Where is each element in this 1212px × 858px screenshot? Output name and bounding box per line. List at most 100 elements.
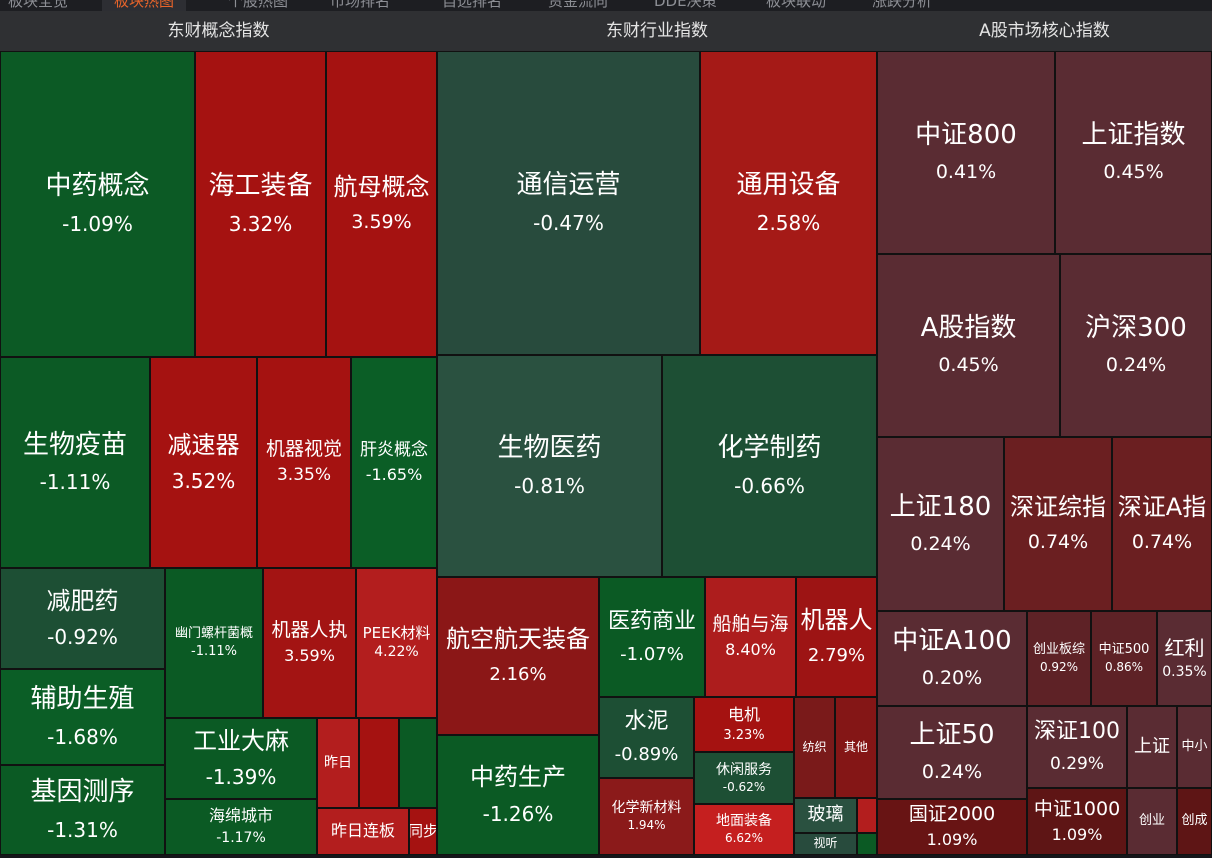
heatmap-tile[interactable]: 深证A指 0.74%: [1112, 437, 1212, 611]
heatmap-tile[interactable]: 上证指数 0.45%: [1055, 51, 1212, 254]
tab-4[interactable]: 自选排名: [442, 0, 503, 10]
heatmap-tile[interactable]: 玻璃: [794, 798, 857, 833]
heatmap-tile[interactable]: 幽门螺杆菌概 -1.11%: [165, 568, 263, 718]
tile-percent: 0.74%: [1027, 531, 1089, 554]
heatmap-tile[interactable]: 通用设备 2.58%: [700, 51, 877, 355]
panel-industry: 东财行业指数 通信运营 -0.47% 通用设备 2.58% 生物医药 -0.81% 化学制药…: [437, 11, 877, 858]
tile-percent: 3.32%: [228, 211, 293, 236]
heatmap-tile[interactable]: 基因测序 -1.31%: [0, 765, 165, 855]
tab-8[interactable]: 涨跌分析: [872, 0, 933, 10]
heatmap-tile[interactable]: 上证180 0.24%: [877, 437, 1004, 611]
heatmap-tile[interactable]: 工业大麻 -1.39%: [165, 718, 317, 799]
tab-1[interactable]: 板块热图: [102, 0, 187, 11]
tile-name: 中药生产: [470, 763, 566, 792]
heatmap-tile[interactable]: 地面装备 6.62%: [694, 804, 794, 855]
heatmap-tile[interactable]: A股指数 0.45%: [877, 254, 1060, 437]
panel-title: A股市场核心指数: [877, 11, 1212, 51]
heatmap-tile[interactable]: 生物疫苗 -1.11%: [0, 357, 150, 568]
top-tab-bar: 板块全览 板块热图 个股热图 市场排名 自选排名 资金流向 DDE决策 板块联动…: [0, 0, 1212, 11]
tile-percent: -0.62%: [722, 779, 766, 794]
heatmap-tile[interactable]: [857, 798, 877, 833]
heatmap-tile[interactable]: 休闲服务 -0.62%: [694, 752, 794, 804]
heatmap-tile[interactable]: 生物医药 -0.81%: [437, 355, 662, 577]
tile-percent: 4.22%: [374, 644, 419, 661]
heatmap-tile[interactable]: 中证1000 1.09%: [1027, 788, 1127, 855]
heatmap-tile[interactable]: 辅助生殖 -1.68%: [0, 669, 165, 765]
heatmap-tile[interactable]: 昨日: [317, 718, 359, 808]
heatmap-tile[interactable]: 电机 3.23%: [694, 697, 794, 752]
treemap: 通信运营 -0.47% 通用设备 2.58% 生物医药 -0.81% 化学制药 -0.66% 航…: [437, 51, 877, 858]
heatmap-tile[interactable]: 减速器 3.52%: [150, 357, 257, 568]
heatmap-tile[interactable]: 机器人 2.79%: [796, 577, 877, 697]
heatmap-tile[interactable]: 中药概念 -1.09%: [0, 51, 195, 357]
heatmap-tile[interactable]: 深证100 0.29%: [1027, 706, 1127, 788]
heatmap-tile[interactable]: 海工装备 3.32%: [195, 51, 326, 357]
heatmap-tile[interactable]: [857, 833, 877, 855]
heatmap-tile[interactable]: 机器视觉 3.35%: [257, 357, 351, 568]
heatmap-tile[interactable]: 红利 0.35%: [1157, 611, 1212, 706]
heatmap-tile[interactable]: [359, 718, 399, 808]
heatmap-tile[interactable]: 航母概念 3.59%: [326, 51, 437, 357]
tile-percent: 0.86%: [1104, 659, 1144, 674]
tile-percent: -1.26%: [482, 801, 554, 826]
tile-name: 航空航天装备: [446, 625, 590, 654]
heatmap-tile[interactable]: 创业板综 0.92%: [1027, 611, 1091, 706]
tile-percent: 1.09%: [1051, 824, 1103, 844]
heatmap-tile[interactable]: 中证A100 0.20%: [877, 611, 1027, 706]
heatmap-tile[interactable]: 肝炎概念 -1.65%: [351, 357, 437, 568]
tile-percent: 0.29%: [1049, 754, 1104, 775]
tile-name: 机器人: [800, 606, 873, 635]
tile-name: 辅助生殖: [30, 684, 135, 715]
heatmap-tile[interactable]: 化学制药 -0.66%: [662, 355, 877, 577]
heatmap-tile[interactable]: 海绵城市 -1.17%: [165, 799, 317, 855]
heatmap-tile[interactable]: PEEK材料 4.22%: [356, 568, 437, 718]
tile-name: 基因测序: [30, 777, 135, 808]
tile-name: 生物疫苗: [22, 429, 127, 460]
tile-percent: -0.89%: [614, 744, 679, 766]
tile-percent: -0.66%: [734, 473, 805, 498]
heatmap-tile[interactable]: 减肥药 -0.92%: [0, 568, 165, 669]
tile-percent: 0.74%: [1131, 531, 1193, 554]
heatmap-tile[interactable]: 水泥 -0.89%: [599, 697, 694, 778]
heatmap-tile[interactable]: 创成: [1177, 788, 1212, 855]
heatmap-tile[interactable]: 医药商业 -1.07%: [599, 577, 705, 697]
heatmap-tile[interactable]: 通信运营 -0.47%: [437, 51, 700, 355]
tile-name: A股指数: [920, 313, 1017, 344]
heatmap-tile[interactable]: 纺织: [794, 697, 835, 798]
heatmap-tile[interactable]: 视听: [794, 833, 857, 855]
heatmap-tile[interactable]: 其他: [835, 697, 877, 798]
heatmap-tile[interactable]: 化学新材料 1.94%: [599, 778, 694, 855]
tile-name: 上证50: [909, 720, 995, 751]
heatmap-tile[interactable]: 中药生产 -1.26%: [437, 735, 599, 855]
tile-percent: -0.92%: [47, 625, 118, 650]
heatmap-tile[interactable]: 昨日连板: [317, 808, 409, 855]
heatmap-tile[interactable]: 国证2000 1.09%: [877, 799, 1027, 855]
tile-percent: 0.20%: [921, 667, 983, 690]
tile-name: 昨日: [324, 754, 352, 771]
tile-name: 通信运营: [516, 170, 621, 201]
tab-5[interactable]: 资金流向: [548, 0, 609, 10]
heatmap-tile[interactable]: 上证: [1127, 706, 1177, 788]
heatmap-tile[interactable]: 中证800 0.41%: [877, 51, 1055, 254]
heatmap-tile[interactable]: 机器人执 3.59%: [263, 568, 356, 718]
heatmap-tile[interactable]: 中证500 0.86%: [1091, 611, 1157, 706]
tile-percent: 3.59%: [284, 646, 335, 666]
heatmap-tile[interactable]: 上证50 0.24%: [877, 706, 1027, 799]
tab-6[interactable]: DDE决策: [654, 0, 717, 10]
heatmap-tile[interactable]: 沪深300 0.24%: [1060, 254, 1212, 437]
heatmap-tile[interactable]: 同步: [409, 808, 437, 855]
heatmap-tile[interactable]: [399, 718, 437, 808]
tab-7[interactable]: 板块联动: [766, 0, 827, 10]
tab-3[interactable]: 市场排名: [330, 0, 391, 10]
heatmap-tile[interactable]: 航空航天装备 2.16%: [437, 577, 599, 735]
tile-percent: 0.35%: [1162, 663, 1207, 680]
heatmap-tile[interactable]: 中小: [1177, 706, 1212, 788]
heatmap-tile[interactable]: 创业: [1127, 788, 1177, 855]
heatmap-tile[interactable]: 深证综指 0.74%: [1004, 437, 1112, 611]
tile-name: 上证: [1134, 735, 1170, 757]
treemap: 中证800 0.41% 上证指数 0.45% A股指数 0.45% 沪深300 0.24% 上证…: [877, 51, 1212, 858]
tile-percent: 8.40%: [725, 640, 776, 660]
heatmap-tile[interactable]: 船舶与海 8.40%: [705, 577, 796, 697]
tab-0[interactable]: 板块全览: [8, 0, 69, 10]
tab-2[interactable]: 个股热图: [228, 0, 289, 10]
